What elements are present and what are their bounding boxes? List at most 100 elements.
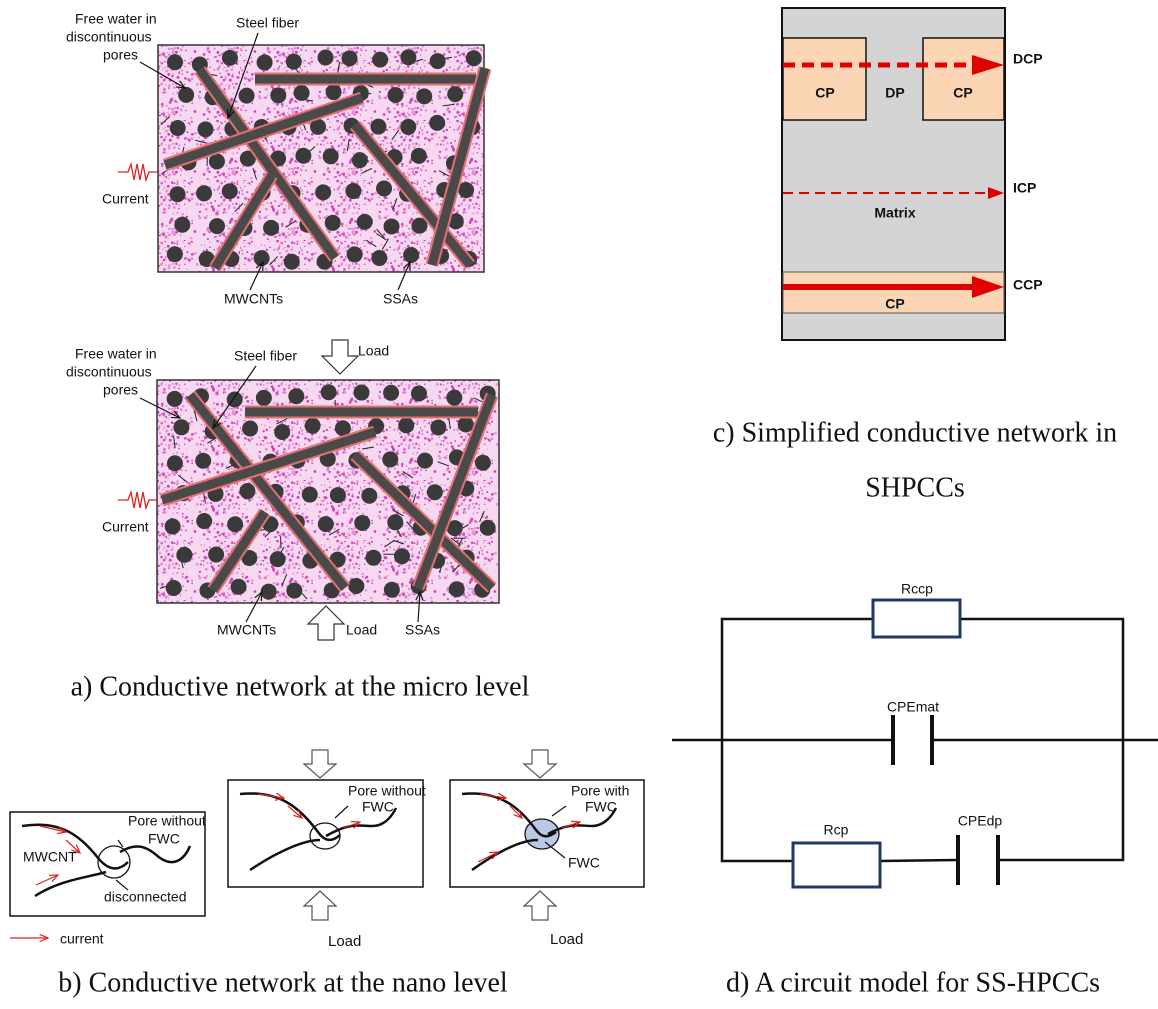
ssa bbox=[458, 416, 474, 432]
ssa bbox=[222, 50, 238, 66]
ssa bbox=[429, 115, 445, 131]
ssa bbox=[173, 419, 189, 435]
ssa bbox=[427, 484, 443, 500]
ssa bbox=[384, 582, 400, 598]
ssa bbox=[416, 88, 432, 104]
load-arrow bbox=[524, 891, 556, 920]
label: disconnected bbox=[104, 889, 187, 905]
ssa bbox=[388, 87, 404, 103]
label: Rccp bbox=[901, 581, 933, 597]
label: MWCNTs bbox=[217, 622, 276, 638]
label: CP bbox=[953, 85, 972, 101]
legend-label: current bbox=[60, 931, 104, 947]
circuit: Rccp CPEmat Rcp CPEdp bbox=[672, 581, 1158, 887]
ssa bbox=[330, 487, 346, 503]
label: Free water in bbox=[75, 346, 157, 362]
label: Pore without bbox=[128, 813, 206, 829]
ssa bbox=[288, 388, 304, 404]
ssa bbox=[174, 217, 190, 233]
label: FWC bbox=[585, 799, 617, 815]
label: Current bbox=[102, 191, 149, 207]
ssa bbox=[167, 54, 183, 70]
ssa bbox=[197, 121, 213, 137]
label: SSAs bbox=[383, 291, 418, 307]
caption: d) A circuit model for SS-HPCCs bbox=[726, 967, 1100, 998]
ssa bbox=[446, 390, 462, 406]
label: Pore with bbox=[571, 783, 629, 799]
caption: b) Conductive network at the nano level bbox=[58, 967, 508, 998]
label: Steel fiber bbox=[236, 15, 299, 31]
label: CCP bbox=[1013, 277, 1043, 293]
load-arrow bbox=[524, 750, 556, 778]
ssa bbox=[466, 50, 482, 66]
label: Matrix bbox=[874, 205, 915, 221]
ssa bbox=[263, 220, 279, 236]
ssa bbox=[170, 120, 186, 136]
ssa bbox=[371, 250, 387, 266]
resistor bbox=[873, 600, 960, 637]
figure: Free water in discontinuous pores Steel … bbox=[0, 0, 1158, 1009]
label: Load bbox=[358, 343, 389, 359]
nano-box-2: Pore without FWC Load bbox=[228, 750, 426, 950]
ssa bbox=[475, 455, 491, 471]
label: CP bbox=[885, 296, 904, 312]
ssa bbox=[394, 548, 410, 564]
ssa bbox=[176, 547, 192, 563]
label: CP bbox=[815, 85, 834, 101]
label: discontinuous bbox=[66, 364, 152, 380]
ssa bbox=[196, 513, 212, 529]
caption: SHPCCs bbox=[865, 472, 965, 503]
ssa bbox=[270, 551, 286, 567]
ssa bbox=[170, 186, 186, 202]
label: FWC bbox=[568, 855, 600, 871]
ssa bbox=[480, 520, 496, 536]
label: ICP bbox=[1013, 180, 1036, 196]
load-arrow bbox=[304, 750, 336, 778]
load-arrow bbox=[304, 891, 336, 920]
load-arrow bbox=[308, 606, 344, 640]
ssa bbox=[354, 515, 370, 531]
ssa bbox=[430, 419, 446, 435]
ssa bbox=[458, 182, 474, 198]
label: Rcp bbox=[824, 822, 849, 838]
ssa bbox=[376, 180, 392, 196]
ssa bbox=[411, 385, 427, 401]
label: discontinuous bbox=[66, 29, 152, 45]
label: Steel fiber bbox=[234, 348, 297, 364]
ssa bbox=[209, 218, 225, 234]
caption: c) Simplified conductive network in bbox=[713, 417, 1117, 448]
current-symbol bbox=[118, 492, 158, 508]
ssa bbox=[382, 451, 398, 467]
ssa bbox=[400, 119, 416, 135]
ssa bbox=[294, 85, 310, 101]
page: { "panel_a": { "caption": "a) Conductive… bbox=[0, 0, 1158, 1009]
label: MWCNTs bbox=[224, 291, 283, 307]
label: Load bbox=[346, 622, 377, 638]
current-symbol bbox=[118, 164, 158, 180]
ssa bbox=[318, 49, 334, 65]
ssa bbox=[398, 417, 414, 433]
label: Load bbox=[550, 931, 583, 948]
ssa bbox=[400, 49, 416, 65]
label: CPEmat bbox=[887, 699, 939, 715]
ssa bbox=[372, 52, 388, 68]
label: pores bbox=[103, 382, 138, 398]
ssa bbox=[257, 54, 273, 70]
resistor bbox=[793, 843, 880, 887]
ssa bbox=[430, 53, 446, 69]
label: DCP bbox=[1013, 51, 1043, 67]
ssa bbox=[357, 214, 373, 230]
ssa bbox=[342, 50, 358, 66]
ssa bbox=[370, 119, 386, 135]
ssa bbox=[347, 246, 363, 262]
ssa bbox=[222, 183, 238, 199]
caption: a) Conductive network at the micro level bbox=[71, 671, 530, 702]
nano-box-3: Pore with FWC FWC Load bbox=[450, 750, 644, 948]
ssa bbox=[227, 516, 243, 532]
micro-top bbox=[158, 45, 485, 272]
ssa bbox=[403, 247, 419, 263]
label: Free water in bbox=[75, 11, 157, 27]
ssa bbox=[195, 453, 211, 469]
network-diagram: CP DP CP DCP ICP Matrix CCP CP bbox=[782, 8, 1043, 340]
ssa bbox=[321, 384, 337, 400]
